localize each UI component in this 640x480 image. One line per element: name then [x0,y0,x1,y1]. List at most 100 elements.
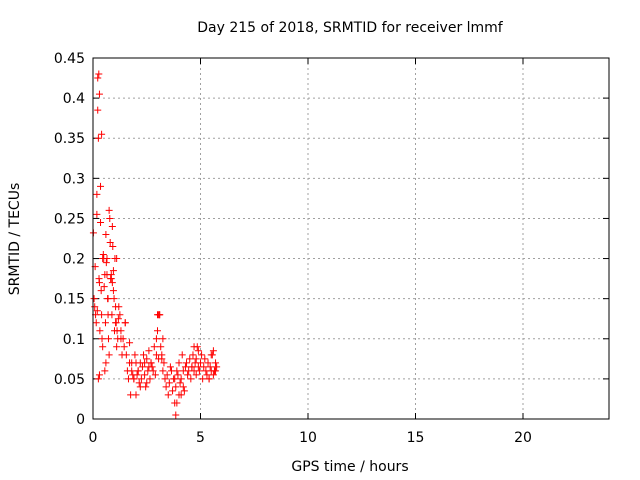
data-point [102,230,110,238]
data-point [150,343,158,351]
data-point [178,351,186,359]
data-point [116,311,124,319]
data-point [93,210,101,218]
data-point [104,295,112,303]
data-point [113,343,121,351]
data-point [192,371,200,379]
data-point [126,339,134,347]
data-point [94,74,102,82]
data-point [94,375,102,383]
data-point [115,303,123,311]
data-point [141,371,149,379]
data-point [187,375,195,383]
data-point [152,335,160,343]
data-point [95,90,103,98]
data-point [140,351,148,359]
data-point [164,391,172,399]
data-point [98,335,106,343]
data-point [91,303,99,311]
data-point [145,363,153,371]
data-point [194,347,202,355]
data-point [137,375,145,383]
data-point [108,222,116,230]
x-tick-label: 15 [407,430,425,446]
data-point [100,283,108,291]
data-point [98,311,106,319]
data-point [203,371,211,379]
data-point [133,371,141,379]
data-point [149,367,157,375]
data-points-layer [89,70,221,419]
data-point [128,367,136,375]
data-point [101,319,109,327]
data-point [213,363,221,371]
data-point [179,383,187,391]
data-point [117,327,125,335]
x-tick-label: 0 [89,430,98,446]
data-point [108,279,116,287]
data-point [207,351,215,359]
data-point [177,391,185,399]
x-tick-label: 20 [514,430,532,446]
data-point [117,335,125,343]
data-point [181,363,189,371]
y-tick-label: 0 [76,412,85,428]
data-point [205,375,213,383]
data-point [145,347,153,355]
data-point [135,379,143,387]
y-tick-label: 0.45 [54,51,85,67]
data-point [97,218,105,226]
x-tick-label: 10 [299,430,317,446]
tick-label-layer: 0 0.05 0.1 0.15 0.2 0.25 0.3 0.35 0.4 0.45 0 5 10 15 2… [54,51,532,446]
data-point [103,255,111,263]
data-point [159,367,167,375]
x-tick-label: 5 [196,430,205,446]
data-point [186,355,194,363]
data-point [197,359,204,367]
data-point [174,371,182,379]
data-point [90,295,98,303]
data-point [122,351,130,359]
data-point [136,383,144,391]
data-point [99,343,107,351]
data-point [104,335,112,343]
data-point [199,375,207,383]
data-point [190,343,198,351]
y-tick-label: 0.2 [63,252,85,268]
data-point [159,335,167,343]
data-point [201,355,209,363]
data-point [113,255,121,263]
data-point [102,259,110,267]
data-point [146,375,154,383]
data-point [212,359,220,367]
data-point [172,411,180,419]
data-point [195,367,203,375]
data-point [138,363,146,371]
data-point [132,391,140,399]
data-point [204,359,212,367]
data-point [158,355,166,363]
y-tick-label: 0.15 [54,292,85,308]
data-point [105,351,113,359]
data-point [107,275,115,283]
data-point [157,343,165,351]
y-axis-label: SRMTID / TECUs [7,183,23,296]
data-point [114,315,122,323]
data-point [128,359,136,367]
data-point [212,367,220,375]
data-point [93,307,101,315]
data-point [105,206,113,214]
chart-title: Day 215 of 2018, SRMTID for receiver lmm… [197,20,504,36]
data-point [97,182,105,190]
data-point [130,375,138,383]
data-point [162,383,170,391]
data-point [143,379,151,387]
data-point [192,355,200,363]
data-point [165,379,173,387]
data-point [206,363,214,371]
data-point [112,319,120,327]
data-point [93,190,101,198]
plot-frame [92,57,610,420]
